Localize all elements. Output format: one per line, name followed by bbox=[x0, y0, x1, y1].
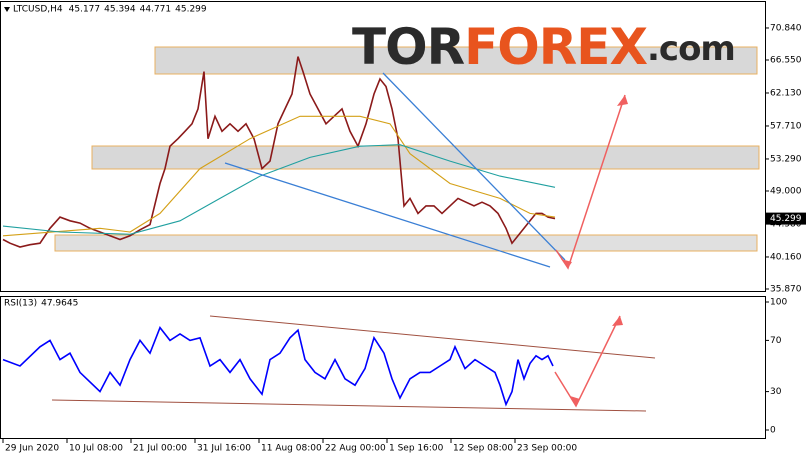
watermark-part: FOREX bbox=[464, 18, 647, 76]
arrow-head bbox=[561, 259, 572, 268]
y-tick-label: 35.870 bbox=[770, 284, 802, 294]
collapse-icon bbox=[4, 7, 10, 12]
y-tick-label: 40.160 bbox=[770, 252, 802, 262]
y-tick-label: 49.000 bbox=[770, 186, 802, 196]
arrow-head bbox=[612, 316, 623, 326]
y-tick-label: 0 bbox=[770, 425, 776, 435]
series-line bbox=[2, 144, 556, 235]
x-tick-label: 31 Jul 16:00 bbox=[197, 444, 251, 454]
y-tick-label: 57.710 bbox=[770, 121, 802, 131]
arrow-head bbox=[570, 396, 580, 406]
ohlc-value: 45.394 bbox=[104, 5, 136, 15]
price-label-bg bbox=[766, 212, 806, 225]
series-line bbox=[2, 326, 554, 407]
y-tick-label: 66.550 bbox=[770, 55, 802, 65]
symbol: LTCUSD,H4 bbox=[13, 5, 63, 15]
x-tick-label: 11 Aug 08:00 bbox=[261, 444, 322, 454]
watermark-part: TOR bbox=[352, 18, 465, 76]
trend-line bbox=[224, 162, 551, 268]
y-tick-label: 53.290 bbox=[770, 154, 802, 164]
support-zone bbox=[54, 234, 758, 252]
y-tick-label: 62.130 bbox=[770, 88, 802, 98]
x-tick-label: 21 Jul 00:00 bbox=[133, 444, 187, 454]
y-tick-label: 30 bbox=[770, 387, 782, 397]
x-tick-label: 29 Jun 2020 bbox=[5, 444, 59, 454]
arrow-head bbox=[617, 95, 628, 106]
price-panel: 70.84066.55062.13057.71053.29049.00044.5… bbox=[2, 23, 806, 294]
rsi-frame bbox=[0, 296, 766, 439]
rsi-trend-line bbox=[209, 315, 656, 359]
rsi-title: RSI(13) bbox=[4, 299, 37, 309]
resistance-zone bbox=[154, 46, 758, 75]
series-line bbox=[2, 56, 556, 248]
watermark-part: .com bbox=[647, 29, 735, 69]
rsi-panel: 100 70 30 0 29 Jun 2020 10 Jul 08:00 21 Jul 00… bbox=[2, 297, 787, 454]
resistance-zone bbox=[91, 145, 760, 170]
x-tick-label: 23 Sep 00:00 bbox=[517, 444, 577, 454]
ohlc-value: 44.771 bbox=[140, 5, 172, 15]
watermark: TORFOREX.com bbox=[352, 18, 735, 76]
x-tick-label: 12 Sep 08:00 bbox=[453, 444, 513, 454]
x-tick-label: 10 Jul 08:00 bbox=[69, 444, 123, 454]
price-frame bbox=[0, 1, 766, 292]
x-tick-label: 1 Sep 16:00 bbox=[389, 444, 444, 454]
trend-line bbox=[382, 72, 566, 261]
ohlc-value: 45.177 bbox=[69, 5, 101, 15]
x-tick-label: 22 Aug 00:00 bbox=[325, 444, 386, 454]
ohlc-value: 45.299 bbox=[175, 5, 207, 15]
y-tick-label: 100 bbox=[770, 297, 787, 307]
rsi-trend-line bbox=[51, 399, 647, 412]
series-line bbox=[2, 115, 556, 237]
rsi-value: 47.9645 bbox=[41, 299, 78, 309]
y-tick-label: 70 bbox=[770, 336, 782, 346]
y-tick-label: 70.840 bbox=[770, 23, 802, 33]
price-label: 45.299 bbox=[770, 214, 802, 224]
